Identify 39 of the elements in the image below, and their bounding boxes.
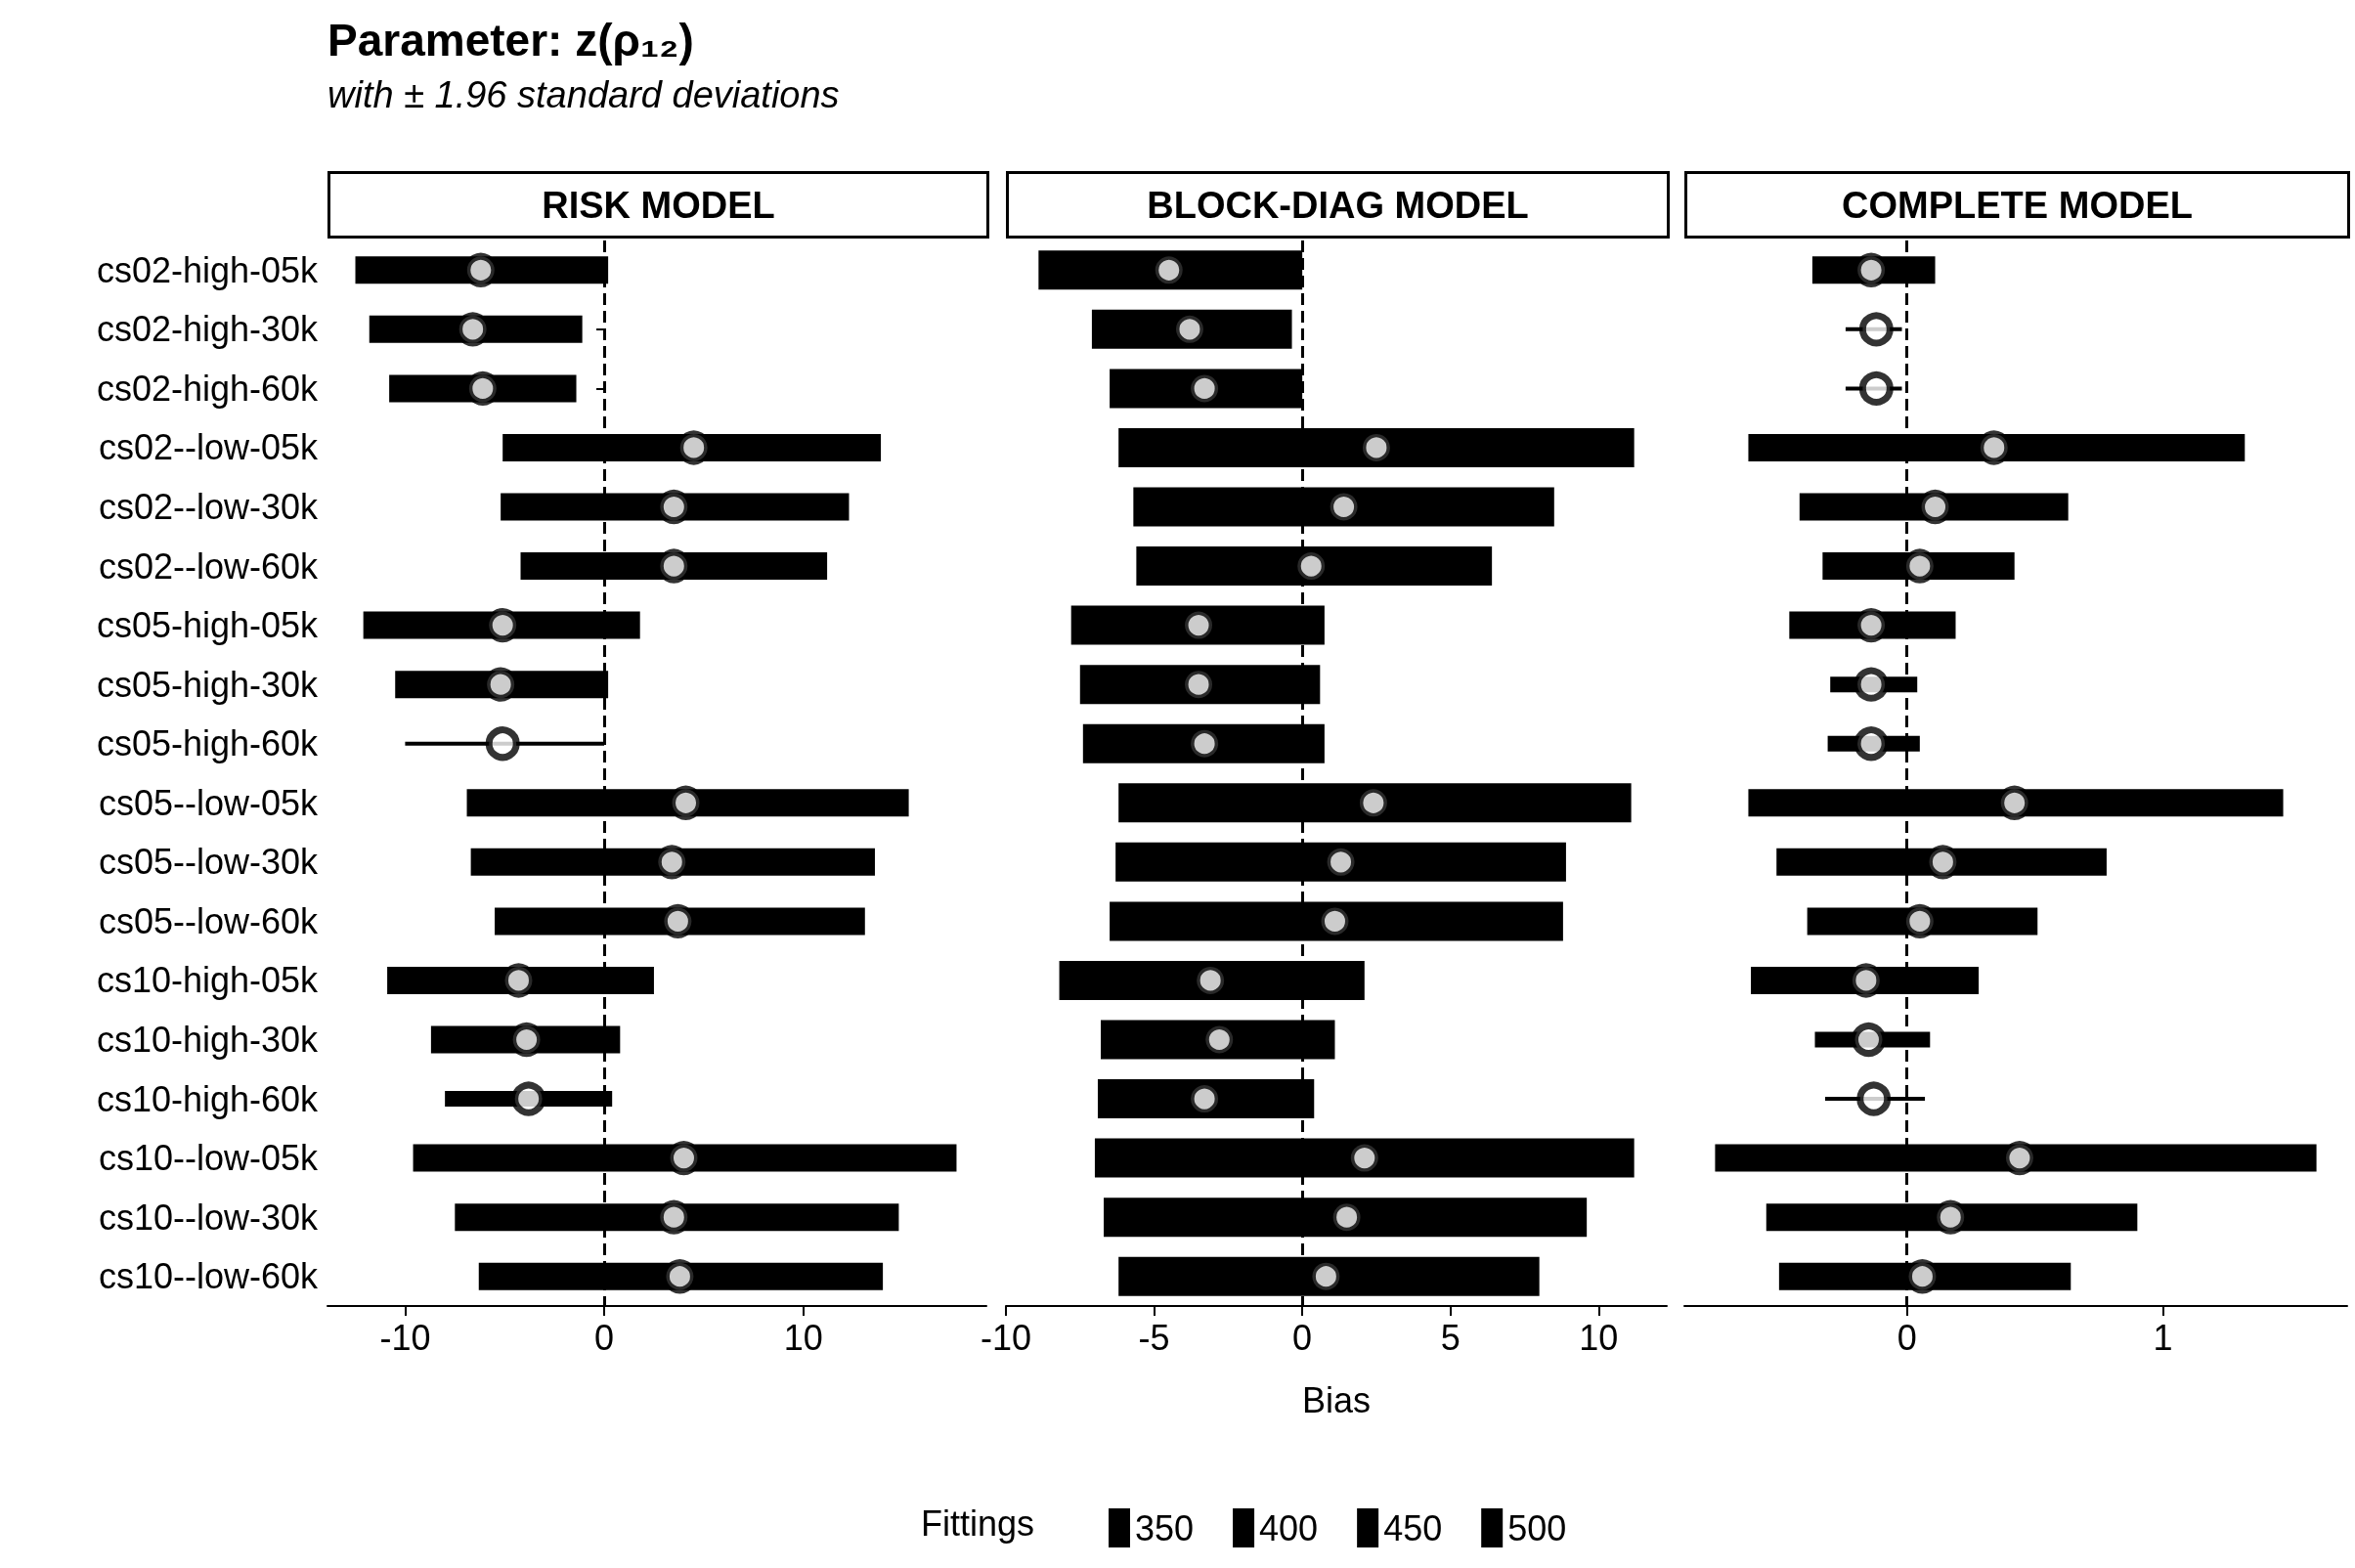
chart-title: Parameter: z(ρ₁₂) — [327, 14, 695, 66]
y-tick-label: cs05-high-05k — [96, 605, 319, 646]
x-tick-label: -10 — [379, 1317, 431, 1358]
y-tick-label: cs02--low-30k — [98, 487, 319, 527]
text: COMPLETE MODEL — [1842, 184, 2193, 226]
x-tick-label: -5 — [1138, 1317, 1170, 1358]
legend-label: 500 — [1507, 1507, 1567, 1548]
legend-label: 350 — [1135, 1507, 1195, 1548]
legend-label: 400 — [1259, 1507, 1319, 1548]
y-tick-label: cs02--low-05k — [98, 427, 319, 468]
x-tick-label: 1 — [2153, 1317, 2173, 1358]
legend-label: 450 — [1383, 1507, 1443, 1548]
x-axis-title: Bias — [1301, 1379, 1372, 1420]
x-tick-label: 10 — [783, 1317, 823, 1358]
y-tick-label: cs10--low-05k — [98, 1138, 319, 1179]
text: RISK MODEL — [542, 184, 775, 226]
y-tick-label: cs05--low-30k — [98, 842, 319, 883]
y-tick-label: cs02-high-60k — [96, 368, 319, 409]
y-tick-label: cs10-high-60k — [96, 1078, 319, 1119]
legend-title: Fittings — [921, 1503, 1035, 1544]
y-tick-label: cs05-high-30k — [96, 664, 319, 705]
x-tick-label: 0 — [594, 1317, 615, 1358]
y-tick-label: cs10--low-30k — [98, 1197, 319, 1238]
y-tick-label: cs02-high-30k — [96, 309, 319, 350]
y-tick-label: cs10--low-60k — [98, 1256, 319, 1297]
y-tick-label: cs10-high-05k — [96, 960, 319, 1001]
y-tick-label: cs10-high-30k — [96, 1020, 319, 1060]
x-tick-label: -10 — [980, 1317, 1032, 1358]
y-tick-label: cs05--low-60k — [98, 900, 319, 941]
text: BLOCK-DIAG MODEL — [1147, 184, 1529, 226]
x-tick-label: 10 — [1579, 1317, 1619, 1358]
y-tick-label: cs05--low-05k — [98, 782, 319, 823]
chart-subtitle: with ± 1.96 standard deviations — [327, 74, 840, 116]
x-tick-label: 0 — [1292, 1317, 1313, 1358]
x-tick-label: 5 — [1440, 1317, 1461, 1358]
y-tick-label: cs02-high-05k — [96, 249, 319, 290]
x-tick-label: 0 — [1897, 1317, 1917, 1358]
y-tick-label: cs05-high-60k — [96, 723, 319, 764]
y-tick-label: cs02--low-60k — [98, 545, 319, 587]
